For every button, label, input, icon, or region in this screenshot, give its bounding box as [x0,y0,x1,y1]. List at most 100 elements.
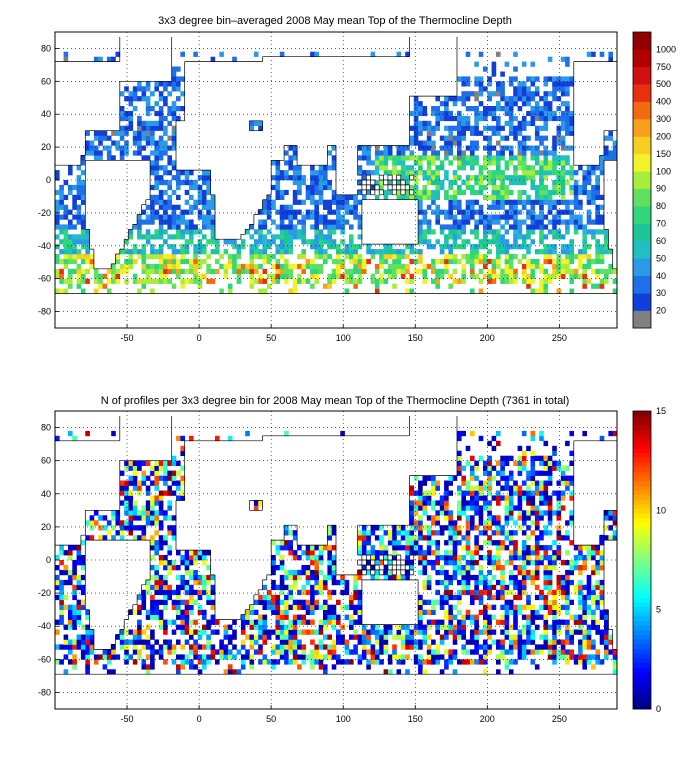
heatmap-cell [63,244,69,250]
heatmap-cell [232,629,237,635]
heatmap-cell [374,525,380,531]
heatmap-cell [357,639,363,645]
heatmap-cell [141,234,147,240]
heatmap-cell [361,550,367,556]
heatmap-cell [154,515,159,521]
heatmap-cell [595,619,600,625]
heatmap-cell [444,664,449,670]
heatmap-cell [150,545,155,551]
heatmap-cell [413,520,419,526]
heatmap-cell [202,214,207,220]
heatmap-cell [102,649,108,655]
heatmap-cell [258,273,263,279]
heatmap-cell [530,530,536,536]
heatmap-cell [543,495,549,501]
heatmap-cell [167,81,172,87]
heatmap-cell [340,604,345,610]
heatmap-cell [491,574,497,581]
heatmap-cell [483,244,488,250]
heatmap-cell [444,629,449,635]
heatmap-cell [202,204,207,210]
heatmap-cell [288,234,293,240]
heatmap-cell [461,465,466,471]
heatmap-cell [547,599,553,605]
heatmap-cell [513,550,518,556]
heatmap-cell [552,268,557,274]
heatmap-cell [547,189,553,196]
heatmap-cell [470,599,475,605]
heatmap-cell [500,584,505,591]
heatmap-cell [599,634,605,640]
heatmap-cell [582,263,587,270]
heatmap-cell [444,224,449,230]
heatmap-cell [478,579,484,586]
heatmap-cell [124,130,129,136]
heatmap-cell [284,430,289,437]
heatmap-cell [418,560,423,566]
heatmap-cell [444,106,449,112]
heatmap-cell [539,249,544,255]
heatmap-cell [227,435,233,442]
heatmap-cell [418,194,423,200]
heatmap-cell [470,515,475,521]
heatmap-cell [521,555,527,561]
heatmap-cell [331,229,337,235]
heatmap-cell [167,145,172,151]
heatmap-cell [426,475,432,481]
y-tick-label: 80 [41,43,51,53]
heatmap-cell [448,609,453,615]
heatmap-cell [470,430,475,437]
heatmap-cell [163,115,168,122]
heatmap-cell [163,480,168,486]
heatmap-cell [517,140,523,146]
heatmap-cell [167,530,172,536]
heatmap-cell [150,204,155,210]
heatmap-cell [318,180,324,186]
heatmap-cell [349,659,354,665]
heatmap-cell [612,530,618,536]
heatmap-cell [521,86,527,92]
heatmap-cell [530,263,536,270]
heatmap-cell [93,654,99,660]
heatmap-cell [483,649,488,655]
heatmap-cell [132,659,138,665]
heatmap-cell [569,540,574,546]
heatmap-cell [305,239,311,245]
heatmap-cell [132,500,138,506]
heatmap-cell [444,500,449,506]
heatmap-cell [435,115,440,122]
heatmap-cell [310,263,315,270]
heatmap-cell [457,589,462,596]
heatmap-cell [344,219,350,225]
heatmap-cell [154,579,159,586]
heatmap-cell [145,140,151,146]
heatmap-cell [318,229,324,235]
heatmap-cell [444,135,449,141]
heatmap-cell [444,214,449,220]
heatmap-cell [496,189,501,196]
heatmap-cell [461,96,466,102]
heatmap-cell [413,125,419,131]
heatmap-cell [93,145,99,151]
heatmap-cell [487,258,492,265]
heatmap-cell [599,155,605,161]
heatmap-cell [461,545,466,551]
heatmap-cell [496,530,501,536]
heatmap-cell [491,278,497,284]
heatmap-cell [582,565,587,571]
heatmap-cell [245,654,250,660]
heatmap-cell [145,490,151,496]
heatmap-cell [470,614,475,620]
heatmap-cell [474,160,479,166]
heatmap-cell [530,500,536,506]
heatmap-cell [171,234,177,240]
x-tick-label: 200 [480,333,495,343]
heatmap-cell [569,258,574,265]
heatmap-cell [366,634,371,640]
heatmap-cell [508,273,514,279]
heatmap-cell [180,249,185,255]
heatmap-cell [202,273,207,279]
heatmap-cell [444,634,449,640]
heatmap-cell [331,194,337,200]
heatmap-cell [163,584,168,591]
